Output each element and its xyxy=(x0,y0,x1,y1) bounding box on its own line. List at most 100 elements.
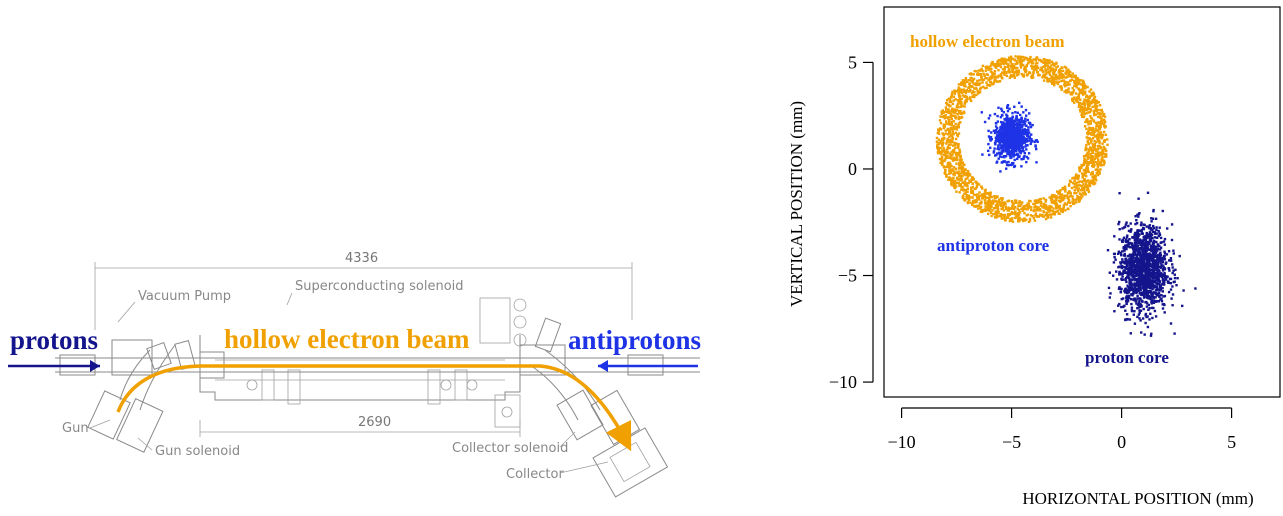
hollow-electron-beam-point xyxy=(1097,170,1100,174)
hollow-electron-beam-point xyxy=(959,116,962,120)
antiproton-core-point xyxy=(1001,161,1004,164)
antiproton-core-point xyxy=(1023,137,1026,140)
proton-core-point xyxy=(1126,318,1129,321)
hollow-electron-beam-point xyxy=(1089,88,1093,91)
hollow-electron-beam-point xyxy=(972,193,976,196)
hollow-electron-beam-point xyxy=(983,74,986,77)
proton-core-point xyxy=(1151,268,1154,271)
antiproton-core-point xyxy=(1016,130,1019,134)
hollow-electron-beam-point xyxy=(1027,220,1031,224)
hollow-electron-beam-point xyxy=(1094,105,1097,108)
antiproton-core-point xyxy=(1034,145,1037,148)
proton-core-point xyxy=(1134,278,1137,282)
hollow-electron-beam-point xyxy=(1081,176,1084,179)
proton-core-point xyxy=(1132,272,1135,275)
proton-core-point xyxy=(1139,257,1142,261)
hollow-electron-beam-point xyxy=(1059,70,1063,73)
proton-core-point xyxy=(1154,300,1158,303)
hollow-electron-beam-point xyxy=(1076,184,1079,187)
proton-core-point xyxy=(1161,287,1164,290)
hollow-electron-beam-point xyxy=(1049,216,1053,219)
hollow-electron-beam-point xyxy=(983,195,987,198)
hollow-electron-beam-point xyxy=(997,200,1000,203)
hollow-electron-beam-point xyxy=(1086,136,1090,140)
hollow-electron-beam-point xyxy=(1085,165,1089,168)
hollow-electron-beam-point xyxy=(1093,182,1097,185)
hollow-electron-beam-point xyxy=(1094,113,1097,116)
hollow-electron-beam-point xyxy=(1096,115,1100,119)
hollow-electron-beam-point xyxy=(1076,194,1079,198)
hollow-electron-beam-point xyxy=(969,88,972,91)
proton-core-point xyxy=(1149,258,1152,261)
proton-core-point xyxy=(1141,271,1144,275)
proton-core-point xyxy=(1169,288,1173,291)
hollow-electron-beam-point xyxy=(959,157,962,160)
hollow-electron-beam-point xyxy=(1077,187,1081,190)
proton-core-point xyxy=(1128,296,1131,300)
hollow-electron-beam-point xyxy=(985,66,988,70)
hollow-electron-beam-point xyxy=(1087,190,1091,194)
hollow-electron-beam-point xyxy=(998,64,1001,67)
proton-core-point xyxy=(1133,322,1137,325)
hollow-electron-beam-point xyxy=(983,201,987,204)
proton-core-point xyxy=(1112,252,1116,256)
antiproton-core-point xyxy=(1013,140,1017,143)
proton-core-point xyxy=(1133,260,1136,264)
hollow-electron-beam-point xyxy=(941,162,944,165)
proton-core-point xyxy=(1135,255,1139,258)
proton-core-point xyxy=(1143,237,1146,240)
proton-core-point xyxy=(1159,246,1163,249)
hollow-electron-beam-point xyxy=(1064,190,1067,193)
hollow-electron-beam-point xyxy=(962,171,966,174)
antiproton-core-point xyxy=(997,146,1000,149)
hollow-electron-beam-point xyxy=(967,181,970,185)
proton-core-point xyxy=(1121,258,1124,261)
hollow-electron-beam-point xyxy=(973,90,976,94)
proton-core-point xyxy=(1145,259,1148,262)
proton-core-point xyxy=(1139,302,1142,306)
hollow-electron-beam-point xyxy=(1098,112,1101,115)
hollow-electron-beam-point xyxy=(1030,75,1033,78)
hollow-electron-beam-point xyxy=(1032,76,1035,79)
hollow-electron-beam-point xyxy=(981,195,984,198)
hollow-electron-beam-point xyxy=(949,116,953,119)
proton-core-point xyxy=(1145,305,1149,308)
proton-core-point xyxy=(1156,261,1160,264)
hollow-electron-beam-point xyxy=(1058,193,1062,196)
hollow-electron-beam-point xyxy=(1023,217,1026,220)
hollow-electron-beam-point xyxy=(1101,155,1104,158)
proton-core-point xyxy=(1145,232,1148,236)
hollow-electron-beam-point xyxy=(1099,163,1103,167)
proton-core-point xyxy=(1169,282,1172,285)
hollow-electron-beam-point xyxy=(1046,208,1049,211)
proton-core-point xyxy=(1159,287,1162,290)
proton-core-point xyxy=(1132,236,1136,239)
hollow-electron-beam-point xyxy=(936,146,939,149)
hollow-electron-beam-point xyxy=(970,99,973,103)
hollow-electron-beam-point xyxy=(946,99,949,102)
hollow-electron-beam-point xyxy=(1025,208,1028,211)
proton-core-point xyxy=(1121,238,1124,241)
hollow-electron-beam-point xyxy=(1084,108,1087,112)
antiproton-core-point xyxy=(993,147,996,150)
hollow-electron-beam-point xyxy=(989,200,992,204)
hollow-electron-beam-point xyxy=(1011,220,1015,223)
hollow-electron-beam-point xyxy=(1025,57,1028,60)
hollow-electron-beam-point xyxy=(1013,71,1016,74)
hollow-electron-beam-point xyxy=(954,151,957,154)
proton-core-point xyxy=(1134,231,1137,235)
hollow-electron-beam-point xyxy=(963,188,966,191)
hollow-electron-beam-point xyxy=(977,83,981,87)
hollow-electron-beam-point xyxy=(1086,169,1090,172)
proton-core-point xyxy=(1159,254,1162,257)
antiproton-core-point xyxy=(994,128,998,132)
proton-core-point xyxy=(1112,261,1116,264)
hollow-electron-beam-point xyxy=(985,81,988,84)
electron-lens-diagram: 4336 Superconducting solenoid Vacuum Pum… xyxy=(8,251,701,498)
hollow-electron-beam-point xyxy=(1068,195,1071,198)
antiproton-core-point xyxy=(1019,132,1022,135)
hollow-electron-beam-point xyxy=(1029,55,1032,59)
hollow-electron-beam-point xyxy=(957,170,960,173)
proton-core-point xyxy=(1167,267,1170,270)
hollow-electron-beam-point xyxy=(942,153,946,157)
